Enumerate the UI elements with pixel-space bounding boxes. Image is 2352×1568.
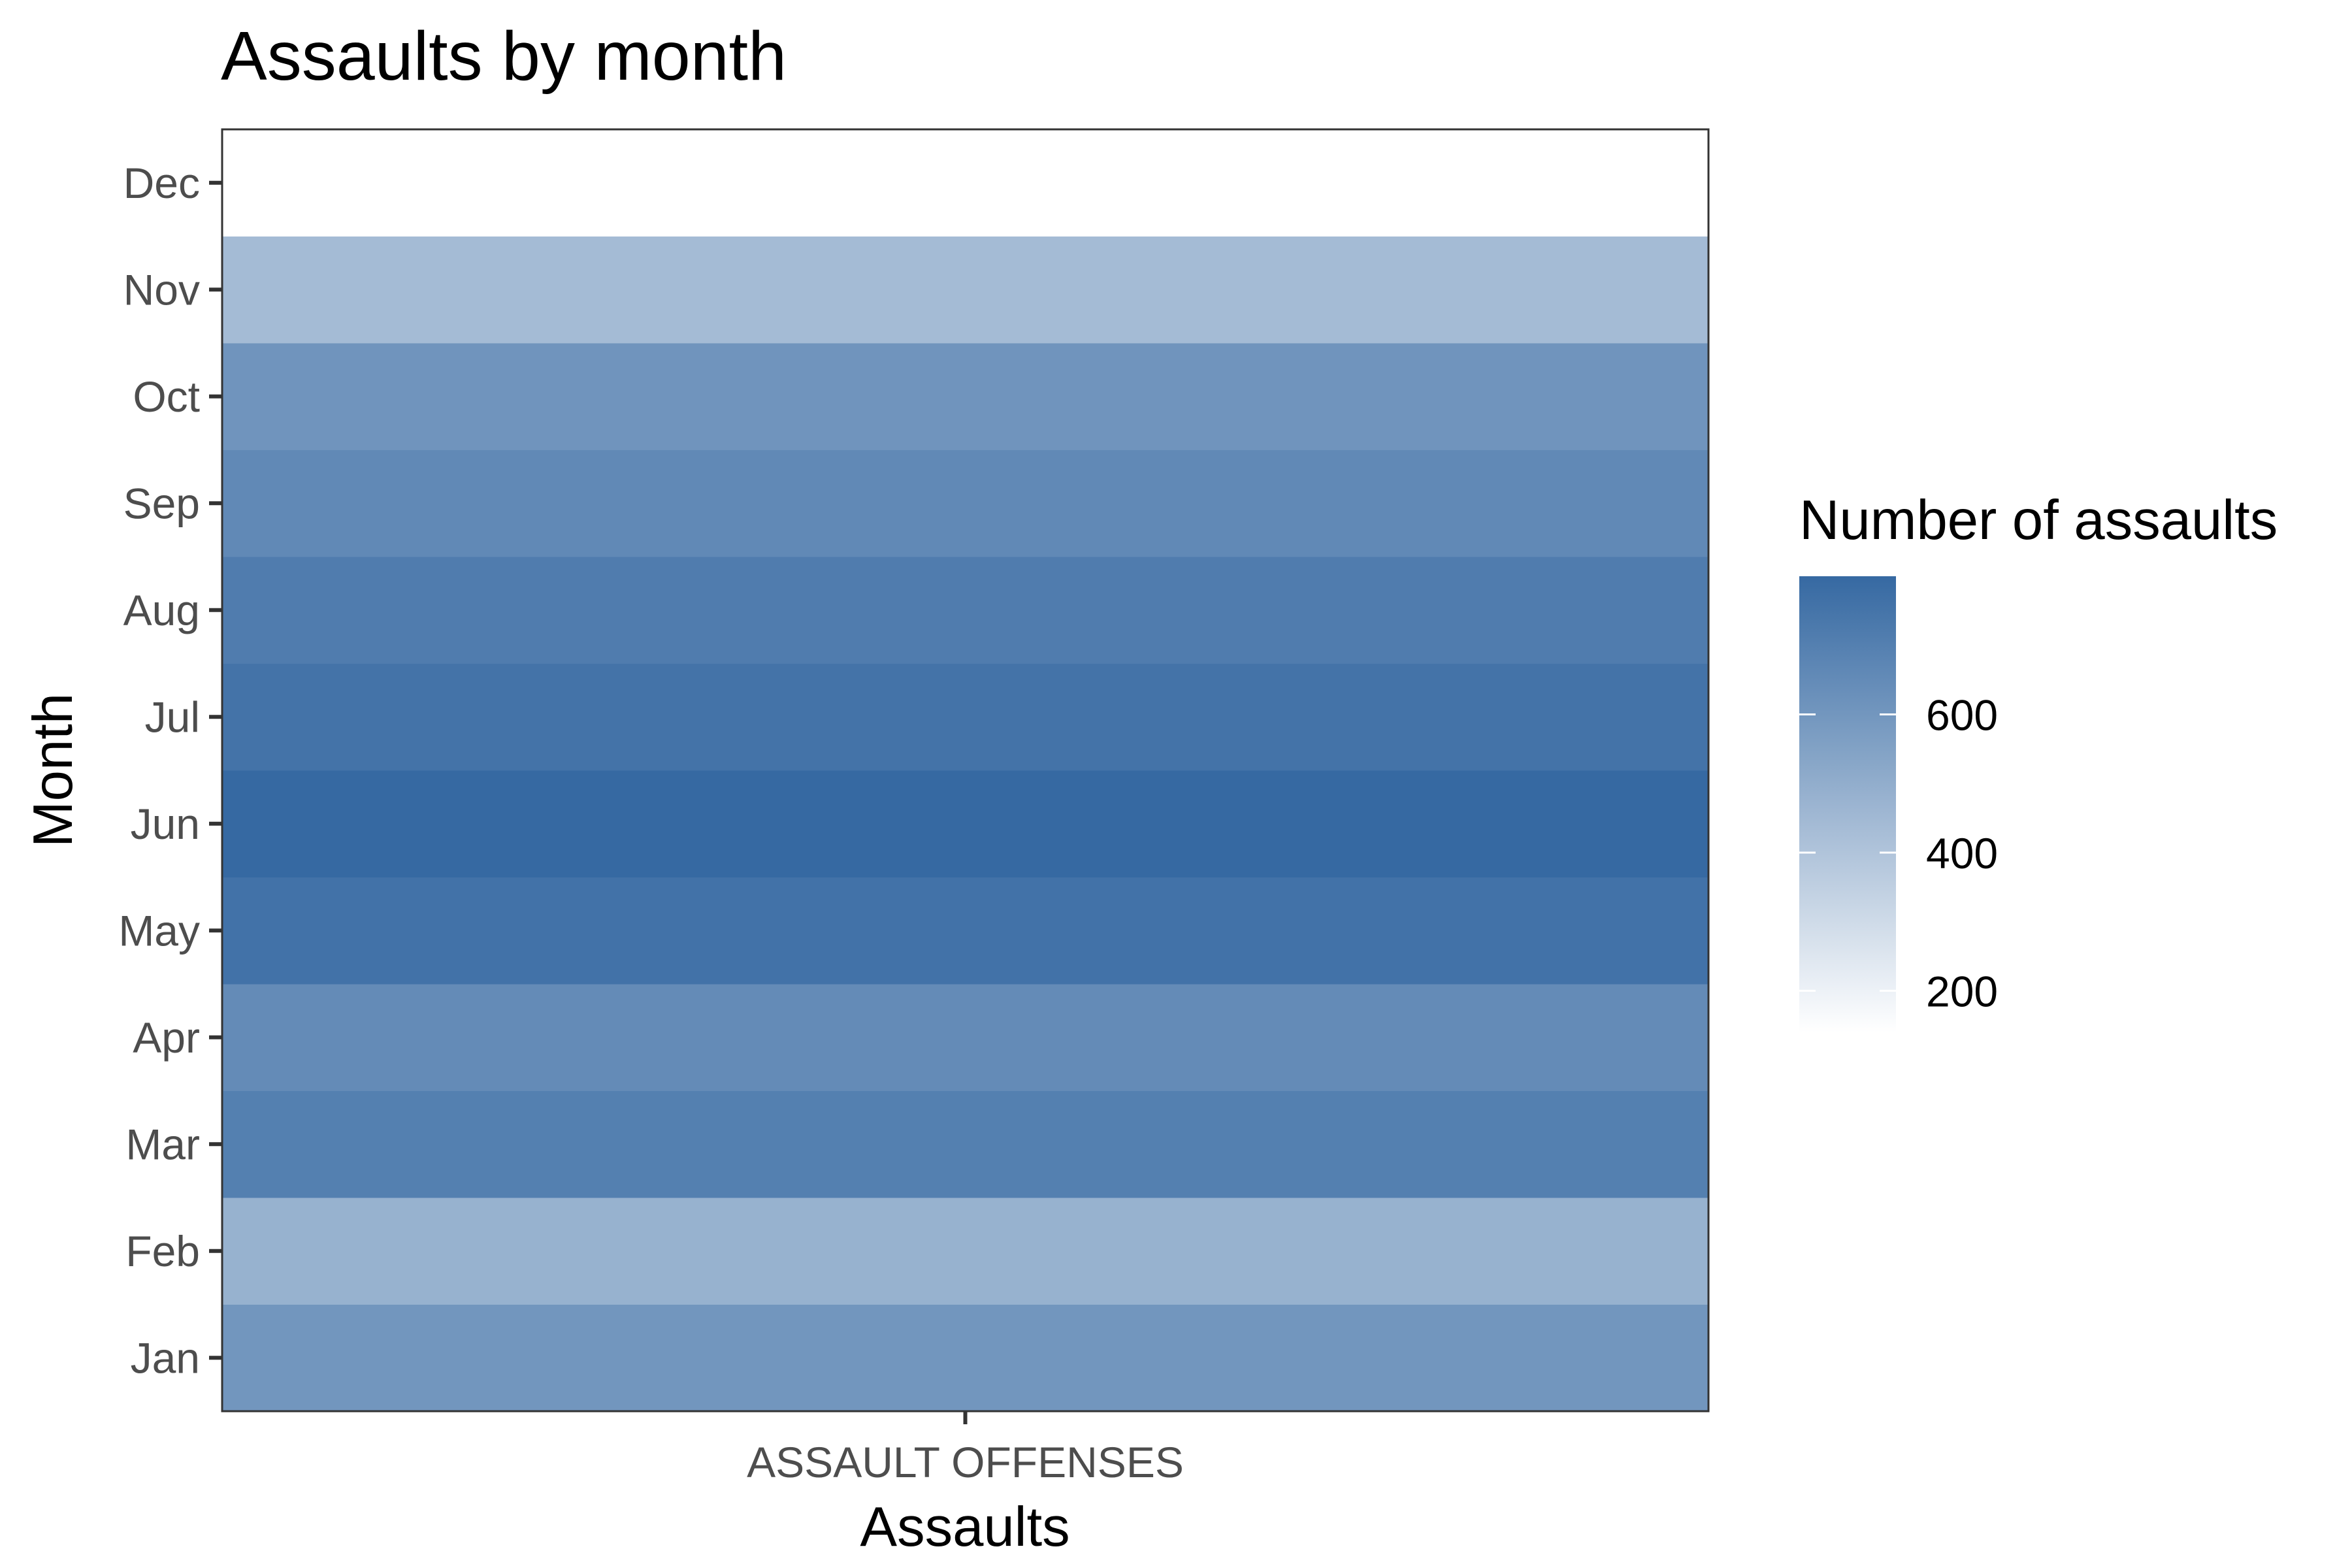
- tile-may: [222, 877, 1708, 985]
- legend: Number of assaults 200 400 600: [1799, 489, 2278, 1032]
- y-tick-label-oct: Oct: [133, 372, 200, 421]
- y-tick-label-mar: Mar: [125, 1120, 200, 1168]
- y-tick-label-nov: Nov: [123, 265, 200, 314]
- y-axis-title: Month: [22, 693, 84, 847]
- tile-oct: [222, 343, 1708, 450]
- tile-dec: [222, 129, 1708, 237]
- heatmap-tiles: [222, 129, 1708, 1412]
- legend-ticks: 200 400 600: [1799, 691, 1998, 1016]
- tile-feb: [222, 1198, 1708, 1305]
- x-tick-label: ASSAULT OFFENSES: [747, 1438, 1184, 1486]
- y-tick-label-jan: Jan: [131, 1333, 200, 1382]
- tile-jun: [222, 770, 1708, 877]
- legend-tick-label: 600: [1926, 691, 1998, 740]
- legend-tick-label: 200: [1926, 968, 1998, 1016]
- x-axis: ASSAULT OFFENSES: [747, 1411, 1184, 1486]
- tile-jan: [222, 1304, 1708, 1412]
- tile-mar: [222, 1090, 1708, 1198]
- tile-sep: [222, 449, 1708, 557]
- y-tick-label-jun: Jun: [131, 800, 200, 848]
- y-tick-label-aug: Aug: [123, 586, 200, 634]
- y-tick-label-feb: Feb: [125, 1227, 200, 1275]
- tile-nov: [222, 236, 1708, 344]
- x-axis-title: Assaults: [860, 1496, 1070, 1558]
- chart-title: Assaults by month: [221, 18, 787, 95]
- y-tick-label-jul: Jul: [145, 693, 200, 741]
- y-tick-label-may: May: [118, 906, 200, 955]
- legend-title: Number of assaults: [1799, 489, 2278, 551]
- y-tick-label-sep: Sep: [123, 479, 200, 527]
- y-axis: Jan Feb Mar Apr May Jun Jul Aug Sep Oct Nov Dec: [118, 159, 222, 1382]
- tile-aug: [222, 557, 1708, 664]
- tile-jul: [222, 663, 1708, 771]
- y-tick-label-dec: Dec: [123, 159, 200, 207]
- legend-tick-label: 400: [1926, 829, 1998, 877]
- legend-colorbar: [1799, 576, 1896, 1032]
- y-tick-label-apr: Apr: [133, 1013, 200, 1062]
- tile-apr: [222, 984, 1708, 1091]
